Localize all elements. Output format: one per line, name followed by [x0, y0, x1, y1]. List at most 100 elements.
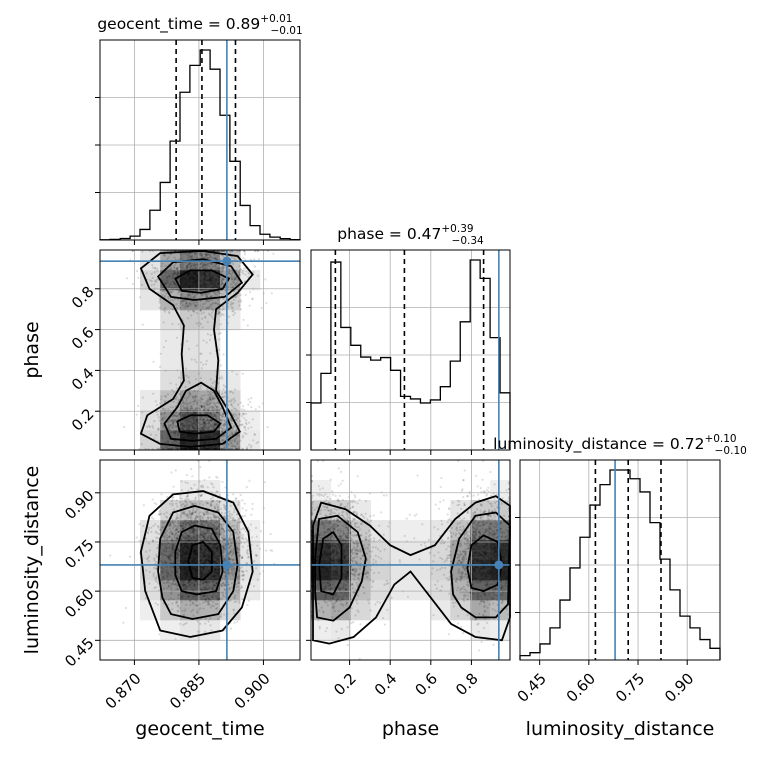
panel-luminosity-distance-vs-geocent-time-sample — [236, 524, 239, 527]
panel-phase-vs-geocent-time-sample — [178, 442, 182, 445]
panel-luminosity-distance-vs-geocent-time-sample — [249, 523, 252, 526]
panel-phase-vs-geocent-time-sample — [220, 416, 223, 419]
panel-phase-vs-geocent-time-sample — [203, 408, 207, 411]
panel-phase-vs-geocent-time-sample — [249, 291, 252, 294]
panel-phase-vs-geocent-time-sample — [232, 401, 235, 404]
panel-phase-vs-geocent-time-sample — [176, 441, 179, 444]
panel-phase-vs-geocent-time-sample — [205, 426, 208, 429]
panel-phase-vs-geocent-time-sample — [210, 277, 213, 280]
panel-luminosity-distance-vs-geocent-time-sample — [194, 496, 197, 499]
panel-phase-vs-geocent-time-sample — [164, 339, 167, 342]
panel-phase-vs-geocent-time-density-cell — [140, 410, 161, 431]
panel-phase-vs-geocent-time-sample — [126, 277, 129, 280]
panel-luminosity-distance-vs-geocent-time-sample — [201, 588, 204, 591]
panel-phase-vs-geocent-time-sample — [173, 414, 177, 417]
panel-phase-vs-geocent-time-sample — [204, 267, 207, 270]
panel-phase-vs-geocent-time-sample — [190, 281, 194, 284]
panel-phase-vs-geocent-time-sample — [183, 277, 187, 281]
panel-phase-vs-geocent-time-sample — [206, 333, 209, 336]
panel-phase-vs-geocent-time-sample — [177, 271, 180, 274]
panel-phase-vs-geocent-time-sample — [210, 282, 213, 285]
panel-phase-vs-geocent-time-sample — [191, 406, 194, 409]
panel-luminosity-distance-vs-geocent-time-sample — [205, 584, 208, 587]
panel-phase-vs-geocent-time-sample — [190, 433, 193, 436]
panel-phase-vs-geocent-time-sample — [192, 418, 195, 421]
panel-luminosity-distance-vs-phase-density-cell — [350, 600, 371, 621]
panel-luminosity-distance-vs-geocent-time-sample — [210, 578, 213, 581]
panel-phase-vs-geocent-time-sample — [241, 412, 244, 415]
panel-phase-vs-geocent-time-sample — [200, 426, 203, 429]
panel-phase-vs-geocent-time-sample — [208, 253, 211, 257]
panel-phase-vs-geocent-time-sample — [209, 398, 212, 401]
panel-phase-vs-geocent-time-sample — [215, 274, 218, 277]
panel-phase-vs-geocent-time-sample — [217, 348, 220, 352]
panel-luminosity-distance-vs-geocent-time-sample — [194, 510, 197, 513]
panel-phase-vs-geocent-time-sample — [219, 258, 222, 261]
panel-luminosity-distance-vs-geocent-time-sample — [135, 536, 138, 539]
panel-phase-vs-geocent-time-sample — [195, 361, 198, 364]
panel-phase-vs-geocent-time-sample — [183, 278, 186, 281]
panel-luminosity-distance-vs-geocent-time-sample — [177, 534, 180, 537]
panel-phase-vs-geocent-time-sample — [204, 275, 207, 278]
panel-luminosity-distance-vs-geocent-time-sample — [181, 557, 184, 560]
panel-luminosity-distance-vs-geocent-time-sample — [192, 509, 195, 512]
panel-phase-vs-geocent-time-sample — [178, 412, 181, 415]
panel-phase-vs-geocent-time-sample — [209, 391, 212, 394]
panel-phase-vs-geocent-time-sample — [186, 407, 189, 410]
panel-phase-vs-geocent-time-sample — [205, 307, 209, 310]
panel-luminosity-distance-vs-geocent-time-sample — [216, 499, 219, 502]
panel-phase-vs-geocent-time-sample — [189, 265, 192, 268]
panel-phase-vs-geocent-time-sample — [219, 377, 222, 380]
panel-phase-vs-geocent-time-sample — [209, 262, 212, 266]
panel-phase-vs-geocent-time-sample — [208, 402, 211, 406]
panel-phase-vs-geocent-time-sample — [220, 424, 223, 427]
panel-luminosity-distance-vs-geocent-time-sample — [232, 493, 235, 496]
panel-luminosity-distance-vs-phase-density-cell — [350, 520, 371, 541]
panel-phase-vs-geocent-time-sample — [237, 433, 241, 437]
panel-luminosity-distance-vs-phase-density-cell — [490, 540, 511, 561]
panel-phase-vs-geocent-time-sample — [216, 408, 219, 411]
panel-phase-vs-geocent-time-sample — [193, 447, 196, 450]
panel-phase-vs-geocent-time-sample — [173, 281, 176, 285]
panel-phase-vs-geocent-time-sample — [205, 424, 208, 427]
panel-phase-vs-geocent-time-sample — [196, 266, 199, 269]
panel-phase-vs-geocent-time-sample — [238, 413, 241, 416]
panel-phase-vs-geocent-time-sample — [174, 434, 177, 437]
panel-phase-vs-geocent-time-sample — [231, 278, 234, 281]
panel-phase-vs-geocent-time-sample — [227, 435, 230, 438]
panel-phase-vs-geocent-time-sample — [200, 254, 203, 257]
panel-phase-vs-geocent-time-sample — [163, 282, 166, 285]
panel-phase-vs-geocent-time-sample — [200, 397, 203, 400]
panel-phase-vs-geocent-time-sample — [213, 278, 217, 281]
panel-phase-vs-geocent-time-sample — [200, 253, 203, 256]
panel-luminosity-distance-vs-geocent-time-sample — [221, 525, 224, 528]
panel-luminosity-distance-vs-geocent-time-sample — [142, 524, 145, 528]
panel-phase-vs-geocent-time-sample — [217, 282, 220, 285]
panel-luminosity-distance-vs-geocent-time-sample — [247, 544, 250, 548]
panel-phase-vs-geocent-time-sample — [213, 387, 216, 390]
panel-phase-vs-geocent-time-sample — [213, 404, 217, 407]
panel-luminosity-distance-vs-geocent-time-sample — [180, 543, 183, 547]
panel-phase-vs-geocent-time-sample — [227, 400, 231, 403]
panel-luminosity-distance-vs-geocent-time-sample — [158, 513, 161, 517]
panel-phase-vs-geocent-time-sample — [247, 403, 250, 406]
panel-phase-vs-geocent-time-sample — [199, 308, 202, 311]
panel-luminosity-distance-vs-geocent-time-sample — [236, 528, 239, 531]
panel-phase-vs-geocent-time-sample — [220, 270, 223, 273]
panel-phase-vs-geocent-time-sample — [168, 428, 171, 431]
panel-phase-vs-geocent-time-sample — [170, 268, 173, 271]
panel-luminosity-distance-vs-geocent-time-sample — [216, 521, 219, 524]
panel-phase-vs-geocent-time-sample — [213, 285, 216, 288]
panel-luminosity-distance-vs-geocent-time-sample — [203, 573, 206, 576]
panel-phase-vs-geocent-time-sample — [212, 397, 215, 400]
panel-phase-vs-geocent-time-sample — [180, 271, 183, 274]
panel-phase-vs-geocent-time-sample — [205, 295, 208, 299]
panel-luminosity-distance-vs-geocent-time-sample — [186, 481, 189, 485]
panel-luminosity-distance-vs-geocent-time-sample — [240, 566, 243, 569]
panel-phase-vs-geocent-time-sample — [137, 276, 140, 279]
panel-phase-vs-geocent-time-sample — [171, 426, 174, 429]
panel-phase-vs-geocent-time-sample — [180, 402, 183, 405]
panel-phase-vs-geocent-time-sample — [219, 364, 222, 367]
panel-phase-vs-geocent-time-sample — [175, 336, 178, 339]
panel-phase-vs-geocent-time-sample — [230, 403, 233, 406]
